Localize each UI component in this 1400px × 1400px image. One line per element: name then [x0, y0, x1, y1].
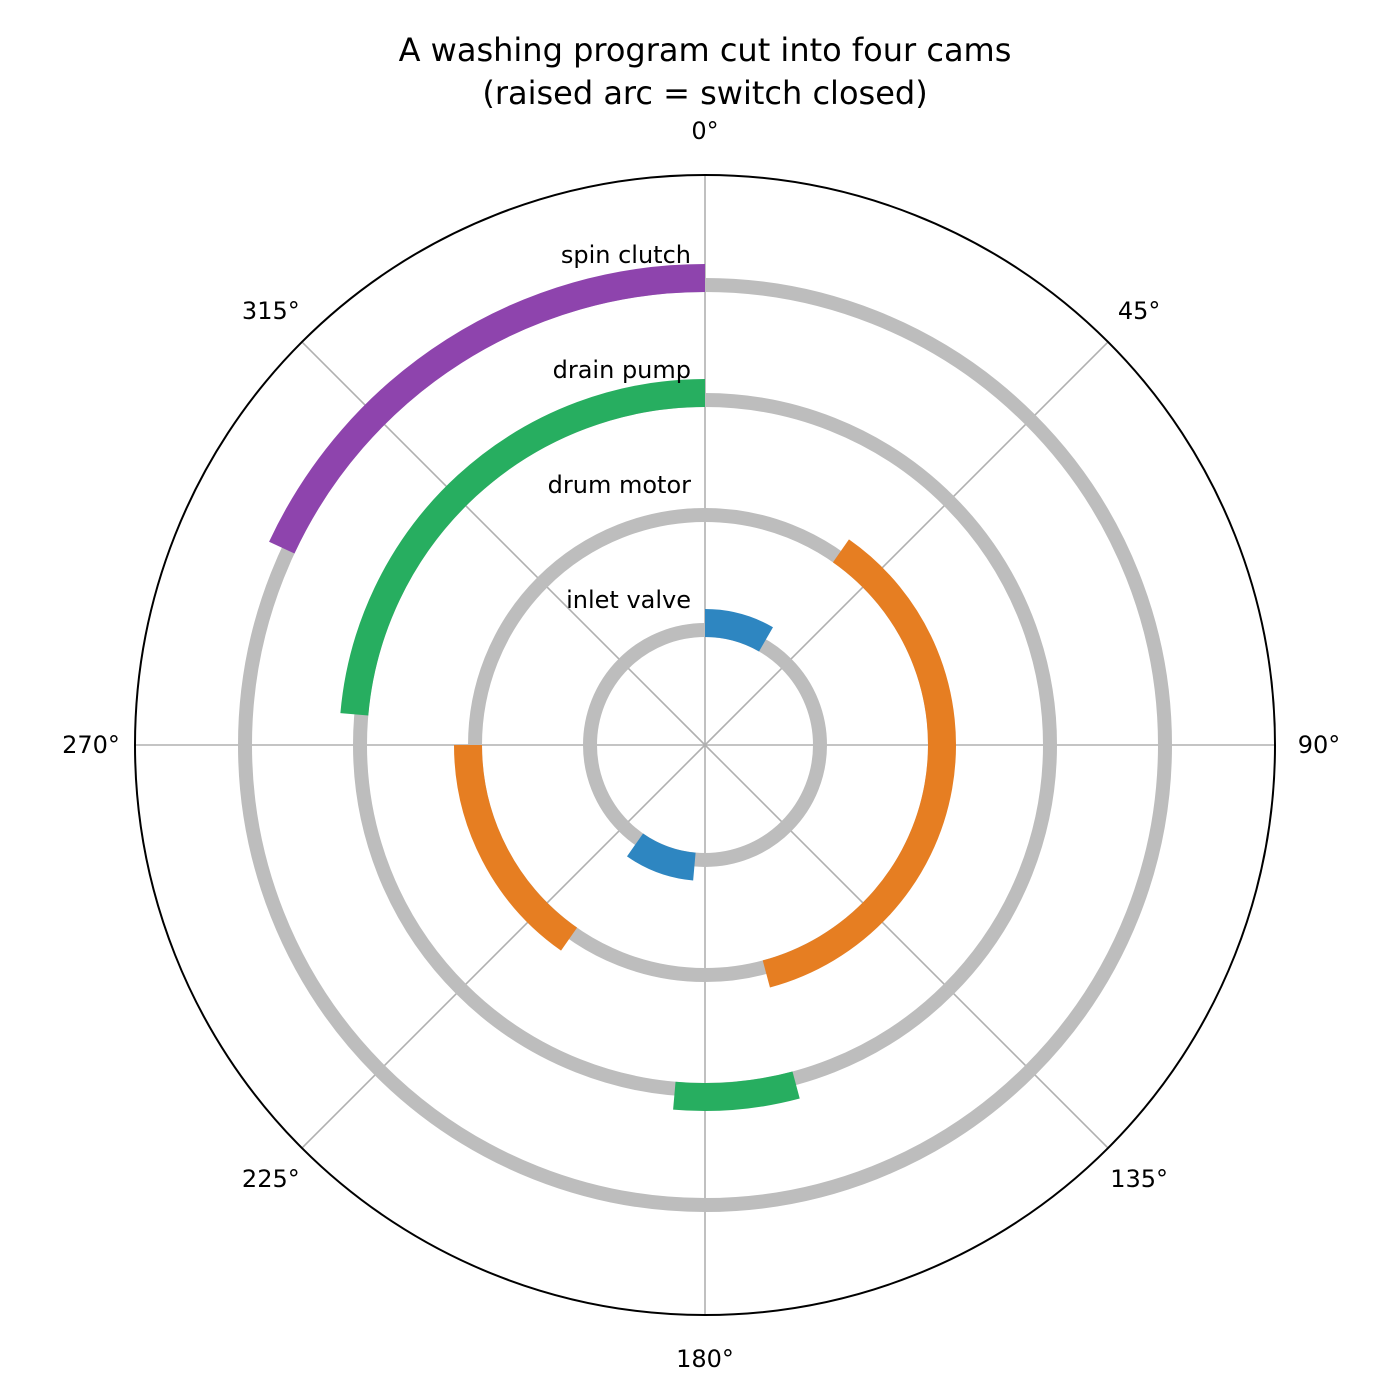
angle-tick-label: 180° [676, 1345, 734, 1373]
cam-closed-arc [626, 833, 697, 881]
cam-label: drain pump [553, 356, 691, 384]
cam-closed-arc [454, 744, 578, 951]
cam-label: inlet valve [566, 586, 691, 614]
cam-closed-arc [340, 379, 706, 716]
angle-tick-label: 270° [62, 731, 120, 759]
cam-closed-arc [269, 264, 706, 554]
cam-closed-arc [762, 539, 956, 988]
angle-tick-label: 225° [242, 1165, 300, 1193]
chart-subtitle: (raised arc = switch closed) [482, 74, 927, 112]
angle-tick-label: 315° [242, 297, 300, 325]
cam-closed-arc [704, 609, 773, 652]
grid-spoke [301, 744, 706, 1149]
polar-grid [135, 175, 1275, 1315]
cam-closed-arcs [269, 264, 956, 1111]
cam-labels: inlet valve drum motor drain pump spin clut… [548, 241, 691, 614]
angle-tick-label: 45° [1118, 297, 1161, 325]
cam-label: spin clutch [561, 241, 691, 269]
angle-tick-label: 0° [691, 117, 718, 145]
angle-tick-label: 135° [1110, 1165, 1168, 1193]
angle-tick-label: 90° [1298, 731, 1341, 759]
grid-spoke [704, 744, 1109, 1149]
cam-label: drum motor [548, 471, 691, 499]
chart-title: A washing program cut into four cams [399, 31, 1012, 69]
cam-closed-arc [673, 1071, 800, 1111]
angle-tick-labels: 0° 45° 90° 135° 180° 225° 270° 315° [62, 117, 1340, 1373]
polar-frame [134, 174, 1276, 1316]
grid-spoke [704, 341, 1109, 746]
